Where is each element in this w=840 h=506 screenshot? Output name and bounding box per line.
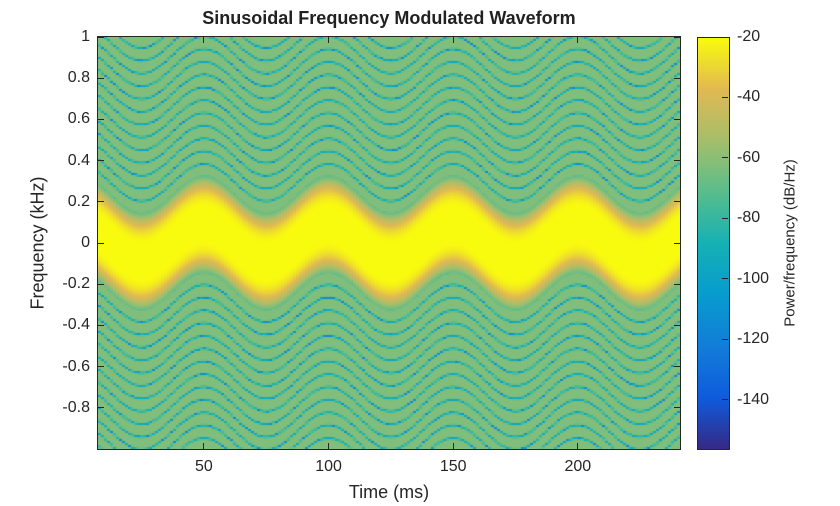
y-tick-mark (98, 242, 104, 244)
x-axis-label: Time (ms) (348, 482, 430, 502)
colorbar-tick-label: -40 (737, 88, 761, 106)
x-tick-mark (203, 443, 205, 449)
colorbar-tick-label: -100 (737, 269, 770, 287)
y-tick-mark (674, 36, 680, 38)
y-tick-mark (98, 366, 104, 368)
colorbar-tick-label: -60 (737, 148, 761, 166)
y-tick-label: -0.8 (62, 398, 90, 416)
spectrogram-heatmap (98, 37, 680, 449)
colorbar-tick-label: -20 (737, 28, 761, 45)
y-tick-mark (98, 160, 104, 162)
colorbar-label: Power/frequency (dB/Hz) (781, 159, 799, 327)
y-tick-mark (98, 201, 104, 203)
colorbar-tick-mark (722, 36, 728, 38)
colorbar-tick-mark (722, 96, 728, 98)
colorbar (697, 37, 730, 450)
x-tick-mark (452, 443, 454, 449)
x-tick-label: 50 (195, 458, 213, 475)
y-tick-label: 0.6 (67, 110, 90, 128)
y-tick-mark (674, 160, 680, 162)
colorbar-tick-mark (722, 157, 728, 159)
spectrogram-plot-area (98, 37, 680, 449)
y-tick-mark (674, 118, 680, 120)
y-tick-mark (674, 366, 680, 368)
colorbar-tick-label: -140 (737, 390, 770, 408)
x-tick-mark (328, 443, 330, 449)
y-axis-label: Frequency (kHz) (27, 176, 48, 310)
colorbar-tick-mark (722, 217, 728, 219)
y-tick-label: 0 (81, 234, 90, 251)
x-tick-mark (577, 37, 579, 43)
colorbar-gradient (698, 38, 729, 449)
x-tick-label: 150 (439, 458, 467, 475)
colorbar-tick-mark (722, 399, 728, 401)
y-tick-mark (98, 324, 104, 326)
y-tick-label: 0.2 (67, 192, 90, 210)
colorbar-tick-mark (722, 278, 728, 280)
x-tick-label: 100 (315, 458, 342, 475)
y-tick-mark (98, 118, 104, 120)
y-tick-mark (98, 36, 104, 38)
y-tick-mark (98, 77, 104, 79)
y-tick-mark (98, 407, 104, 409)
y-tick-mark (674, 283, 680, 285)
y-tick-mark (674, 242, 680, 244)
y-tick-label: -0.6 (62, 357, 90, 375)
y-tick-mark (98, 283, 104, 285)
x-tick-mark (452, 37, 454, 43)
y-tick-mark (674, 201, 680, 203)
y-tick-mark (674, 324, 680, 326)
x-tick-label: 200 (564, 458, 592, 475)
colorbar-tick-label: -80 (737, 209, 761, 227)
y-tick-label: 1 (81, 28, 90, 45)
y-tick-mark (674, 407, 680, 409)
y-tick-label: -0.4 (62, 316, 90, 334)
colorbar-tick-label: -120 (737, 330, 770, 348)
x-tick-mark (328, 37, 330, 43)
chart-title: Sinusoidal Frequency Modulated Waveform (202, 8, 576, 28)
y-tick-mark (674, 77, 680, 79)
colorbar-tick-mark (722, 338, 728, 340)
x-tick-mark (577, 443, 579, 449)
y-tick-label: 0.8 (67, 69, 90, 87)
x-tick-mark (203, 37, 205, 43)
y-tick-label: 0.4 (67, 151, 90, 169)
y-tick-label: -0.2 (62, 275, 90, 293)
